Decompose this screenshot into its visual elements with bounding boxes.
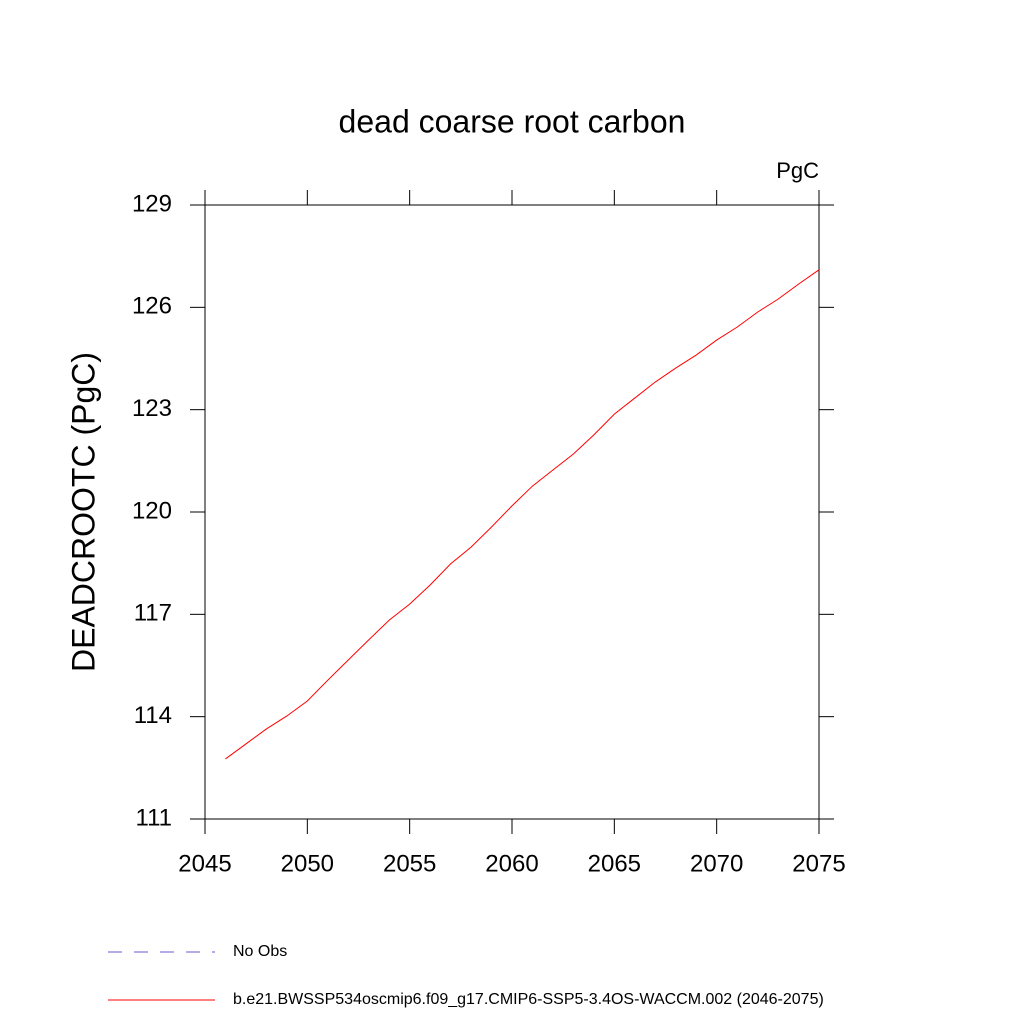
y-tick-label: 114: [134, 702, 172, 729]
x-tick-label: 2050: [281, 850, 334, 877]
y-tick-label: 123: [132, 395, 172, 422]
y-tick-label: 126: [132, 293, 172, 320]
y-axis-label: DEADCROOTC (PgC): [65, 352, 101, 672]
y-tick-label: 117: [134, 600, 172, 627]
x-tick-label: 2060: [485, 850, 538, 877]
y-tick-label: 120: [132, 497, 172, 524]
legend-label: b.e21.BWSSP534oscmip6.f09_g17.CMIP6-SSP5…: [233, 991, 824, 1008]
units-label: PgC: [776, 158, 819, 183]
x-tick-label: 2055: [383, 850, 436, 877]
x-tick-label: 2065: [588, 850, 641, 877]
x-tick-label: 2045: [178, 850, 231, 877]
data-line: [225, 269, 820, 760]
plot-frame: [204, 204, 820, 820]
y-tick-label: 111: [136, 804, 172, 831]
y-tick-label: 129: [132, 190, 172, 217]
chart-title: dead coarse root carbon: [339, 103, 686, 139]
x-tick-label: 2075: [792, 850, 845, 877]
x-tick-label: 2070: [690, 850, 743, 877]
legend-label: No Obs: [233, 943, 287, 960]
